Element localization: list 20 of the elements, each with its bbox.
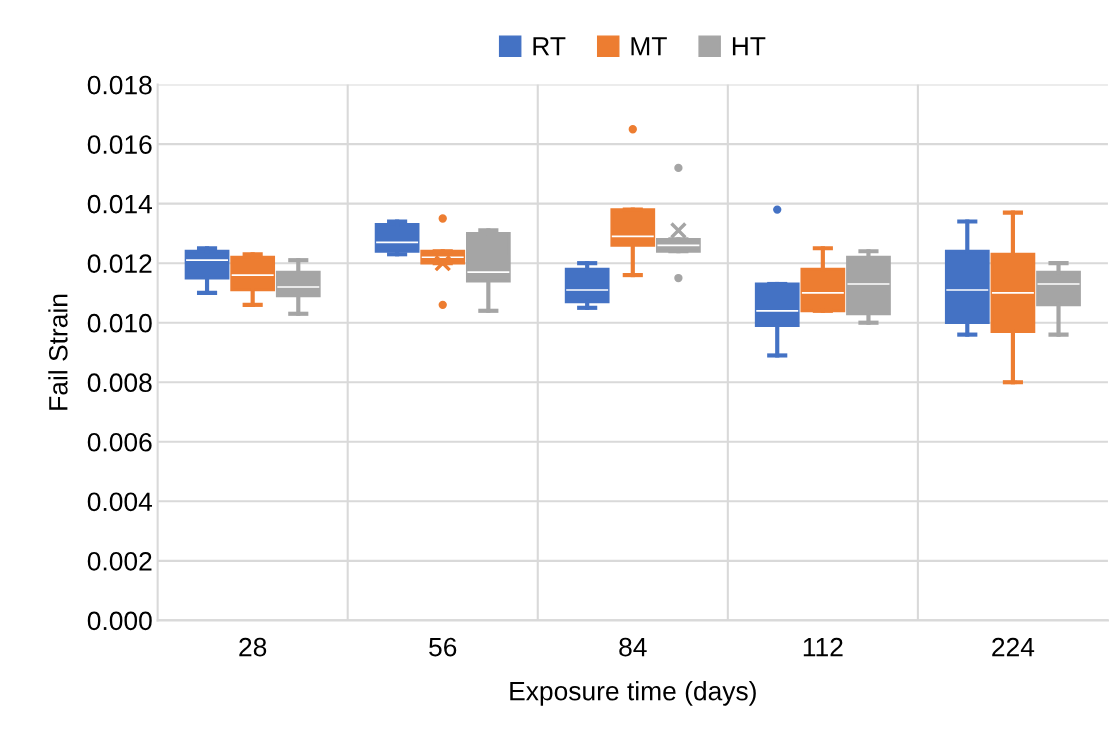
legend-label: RT xyxy=(533,37,566,56)
legend-label: MT xyxy=(631,37,667,56)
y-tick-label: 0.006 xyxy=(87,432,152,452)
x-tick-label: 28 xyxy=(239,637,267,657)
x-tick-label: 224 xyxy=(992,637,1035,657)
x-tick-label: 84 xyxy=(619,637,647,657)
x-tick-label: 112 xyxy=(803,637,843,657)
y-tick-label: 0.014 xyxy=(87,194,153,214)
y-tick-label: 0.004 xyxy=(87,492,153,512)
y-tick-label: 0.008 xyxy=(87,373,152,393)
y-tick-label: 0.010 xyxy=(87,313,152,333)
legend-label: HT xyxy=(732,37,766,56)
y-tick-label: 0.016 xyxy=(87,135,152,154)
y-tick-label: 0.000 xyxy=(87,611,152,631)
x-axis-title: Exposure time (days) xyxy=(510,681,756,706)
y-tick-label: 0.002 xyxy=(87,551,152,571)
y-tick-label: 0.018 xyxy=(87,75,152,95)
y-tick-label: 0.012 xyxy=(87,254,152,273)
y-axis-title: Fail Strain xyxy=(48,294,68,410)
x-tick-label: 56 xyxy=(429,637,457,657)
